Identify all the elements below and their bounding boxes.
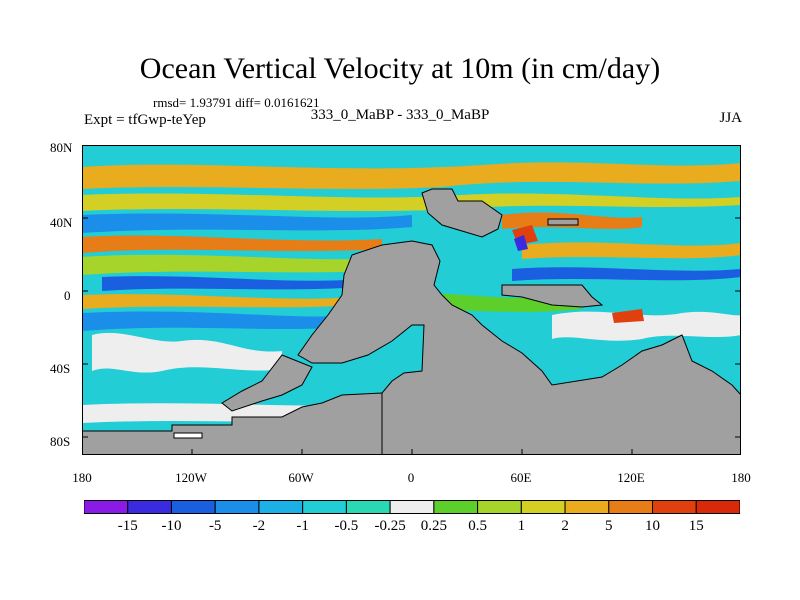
colorbar-label: -2 — [252, 518, 266, 534]
comparison-label: 333_0_MaBP - 333_0_MaBP — [310, 107, 490, 123]
plot-title: Ocean Vertical Velocity at 10m (in cm/da… — [139, 52, 661, 85]
colorbar-swatch — [564, 500, 610, 514]
land-continents — [297, 240, 741, 455]
colorbar-label: 2 — [561, 518, 569, 534]
land-islands — [173, 432, 203, 439]
colorbar-label: -0.25 — [374, 518, 406, 534]
band — [552, 311, 741, 341]
colorbar-swatch — [345, 500, 391, 514]
colorbar-label: 1 — [517, 518, 526, 534]
colorbar-label: 10 — [645, 518, 661, 534]
band — [92, 332, 282, 373]
y-tick-label: 40N — [50, 215, 73, 230]
colorbar-swatch — [127, 500, 172, 514]
colorbar-swatch — [389, 500, 435, 514]
land — [82, 188, 741, 455]
colorbar-swatch — [477, 500, 522, 514]
colorbar-swatch — [608, 500, 654, 514]
colorbar-swatch — [652, 500, 697, 514]
season-label: JJA — [719, 110, 742, 126]
colorbar-label: -0.5 — [334, 518, 359, 534]
land-islands — [547, 218, 579, 226]
land-antarctica — [82, 392, 383, 455]
colorbar-label: -5 — [208, 518, 222, 534]
y-tick-label: 80N — [50, 140, 73, 155]
x-tick-label: 0 — [407, 470, 415, 485]
velocity-map — [82, 145, 741, 455]
colorbar-swatch — [258, 500, 304, 514]
band — [82, 213, 412, 233]
stats-line: rmsd= 1.93791 diff= 0.0161621 — [153, 95, 320, 110]
band — [82, 162, 741, 189]
colorbar — [84, 500, 740, 514]
band — [82, 235, 382, 253]
colorbar-swatch — [433, 500, 479, 514]
band — [82, 294, 352, 309]
band — [82, 254, 402, 275]
colorbar-label: -15 — [117, 518, 138, 534]
band — [514, 235, 528, 251]
land-south-tip — [221, 354, 313, 412]
colorbar-swatch — [695, 500, 740, 514]
band — [82, 193, 741, 211]
colorbar-swatch — [302, 500, 347, 514]
y-tick-label: 0 — [64, 288, 71, 303]
band — [612, 309, 644, 323]
y-tick-label: 80S — [50, 434, 71, 449]
colorbar-swatch — [214, 500, 260, 514]
band — [522, 242, 741, 259]
colorbar-label: 15 — [688, 518, 704, 534]
colorbar-label: 5 — [605, 518, 613, 534]
x-tick-label: 120E — [617, 470, 645, 485]
x-tick-label: 180 — [72, 470, 92, 485]
y-tick-label: 40S — [50, 361, 71, 376]
colorbar-swatch — [520, 500, 566, 514]
colorbar-swatch — [170, 500, 216, 514]
colorbar-label: 0.25 — [420, 518, 447, 534]
land-eurasia — [421, 188, 503, 238]
colorbar-swatch — [84, 500, 129, 514]
tick-marks — [82, 145, 741, 455]
band — [82, 311, 342, 331]
x-tick-label: 180 — [731, 470, 751, 485]
land-islands — [501, 284, 604, 308]
colorbar-label: -1 — [296, 518, 309, 534]
band — [102, 276, 362, 291]
x-tick-label: 60W — [288, 470, 314, 485]
band — [512, 267, 741, 281]
colorbar-label: -10 — [161, 518, 182, 534]
x-tick-label: 60E — [510, 470, 532, 485]
colorbar-label: 0.5 — [468, 518, 487, 534]
experiment-label: Expt = tfGwp-teYep — [84, 112, 206, 128]
x-tick-label: 120W — [175, 470, 207, 485]
